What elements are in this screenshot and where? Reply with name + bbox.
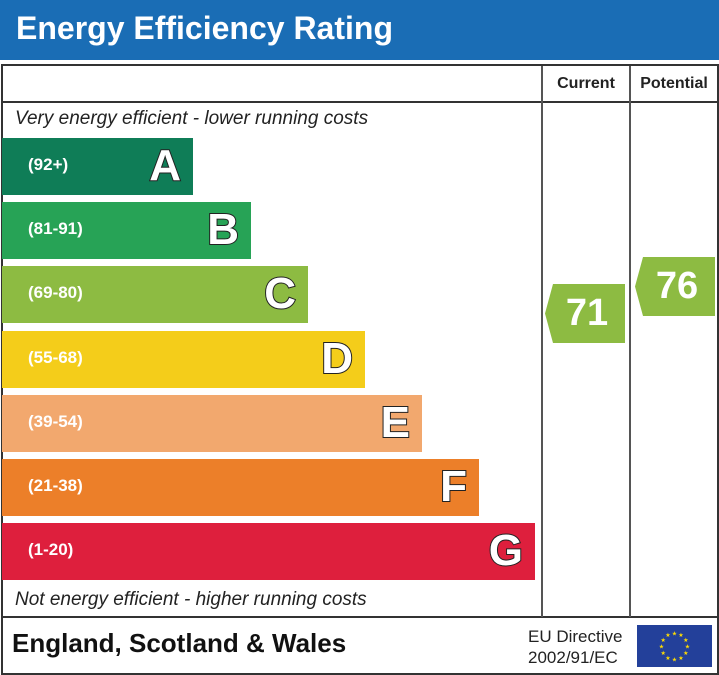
header-divider	[2, 101, 717, 103]
band-range: (21-38)	[28, 476, 83, 495]
top-note: Very energy efficient - lower running co…	[15, 108, 369, 129]
footer-region: England, Scotland & Wales	[12, 628, 347, 658]
footer-divider	[2, 616, 717, 618]
eu-star-icon: ★	[678, 632, 683, 639]
band-d: (55-68) D	[2, 331, 365, 388]
band-f: (21-38) F	[2, 459, 479, 516]
current-rating-arrow: 71	[545, 284, 625, 343]
band-letter: G	[488, 525, 524, 576]
eu-star-icon: ★	[672, 631, 677, 638]
bottom-note: Not energy efficient - higher running co…	[15, 589, 367, 610]
column-header-current: Current	[557, 75, 615, 92]
band-range: (69-80)	[28, 283, 83, 302]
band-range: (92+)	[28, 155, 69, 174]
chart-title: Energy Efficiency Rating	[16, 10, 393, 46]
eu-star-icon: ★	[665, 655, 670, 662]
title-bar	[0, 0, 719, 60]
column-divider-potential	[629, 66, 631, 617]
band-range: (55-68)	[28, 348, 83, 367]
band-letter: F	[439, 461, 468, 512]
band-range: (39-54)	[28, 412, 83, 431]
band-a: (92+) A	[2, 138, 193, 195]
eu-star-icon: ★	[665, 632, 670, 639]
potential-rating-arrow: 76	[635, 257, 715, 316]
eu-directive-label: EU Directive	[528, 627, 623, 646]
band-range: (1-20)	[28, 540, 74, 559]
band-e: (39-54) E	[2, 395, 422, 452]
eu-star-icon: ★	[661, 637, 666, 644]
eu-flag-icon: ★★★★★★★★★ ★ ★★	[637, 625, 712, 667]
band-letter: B	[206, 204, 240, 255]
band-letter: A	[148, 140, 182, 191]
band-range: (81-91)	[28, 219, 83, 238]
band-g: (1-20) G	[2, 523, 535, 580]
eu-star-icon: ★	[659, 644, 664, 651]
eu-star-icon: ★	[683, 650, 688, 657]
band-c: (69-80) C	[2, 266, 308, 323]
column-header-potential: Potential	[640, 75, 708, 92]
band-letter: C	[263, 268, 297, 319]
eu-star-icon: ★	[683, 637, 688, 644]
band-letter: E	[380, 397, 411, 448]
eu-star-icon: ★	[672, 657, 677, 664]
band-letter: D	[320, 333, 354, 384]
eu-star-icon: ★	[685, 644, 690, 651]
eu-directive-number: 2002/91/EC	[528, 648, 618, 667]
eu-star-icon: ★	[661, 650, 666, 657]
band-b: (81-91) B	[2, 202, 251, 259]
column-divider-current	[541, 66, 543, 617]
eu-star-icon: ★	[678, 655, 683, 662]
